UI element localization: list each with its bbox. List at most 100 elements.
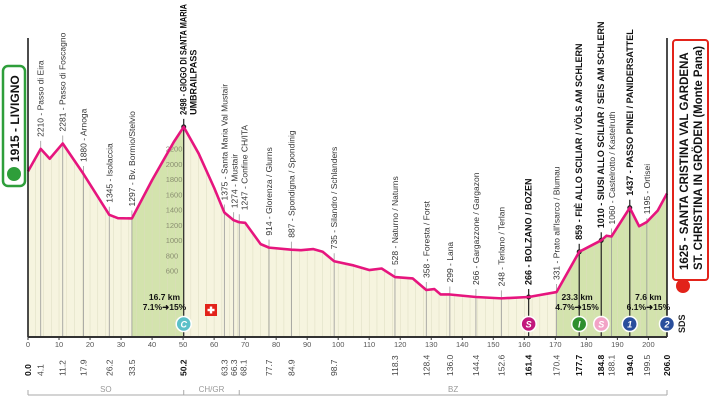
x-tick-label: 150 [487,340,500,349]
start-title: 1915 - LIVIGNO [8,75,22,162]
elevation-tick-label: 800 [166,251,179,260]
climb-info: 16.7 km7.1%➜15% 23.3 km4.7%➜15% 7.6 km6.1%… [143,292,671,312]
waypoint-label: 1297 - Bv. Bormio/Stelvio [127,111,137,207]
waypoint-label: 1345 - Isolaccia [104,143,114,203]
waypoint-label: 1247 - Confine CH/ITA [239,125,249,211]
x-tick-label: 90 [303,340,311,349]
start-icon [7,167,21,181]
x-tick-label: 110 [363,340,375,349]
climb-gradient: 6.1%➜15% [627,302,671,312]
waypoint-label: 1274 - Mustair [229,154,239,208]
badge-letter: I [578,320,581,330]
titles: 1915 - LIVIGNO 1625 - SANTA CRISTINA VAL … [1,39,709,293]
km-label: 84.9 [286,359,296,376]
gpm-badge-icon [658,315,676,333]
badge-letter: S [598,320,604,330]
climb-area [131,126,184,337]
gpm-badge-icon [621,315,639,333]
km-label: 4.1 [36,364,46,376]
waypoint-label: 2498 - GIOGO DI SANTA MARIA [179,4,189,115]
x-tick-label: 30 [117,340,125,349]
waypoint-label: 1437 - PASSO PINEI / PANIDERSATTEL [625,29,635,196]
x-tick-label: 70 [241,340,249,349]
km-label: 136.0 [445,354,455,376]
x-tick-label: 60 [210,340,218,349]
badge-letter: S [526,320,532,330]
x-tick-label: 170 [549,340,562,349]
km-axis: 0 10 20 30 40 50 60 70 80 90 100 110 120 130 140 150 160… [23,38,672,376]
region-label: CH/GR [199,385,225,394]
km-label: 161.4 [524,354,534,376]
badge-letter: C [180,320,187,330]
km-label: 144.4 [471,354,481,376]
elevation-tick-label: 2000 [166,160,183,169]
badge-letter: 2 [663,320,669,330]
sprint-badge-icon [520,315,537,333]
waypoint-label: 887 - Spondigna / Spondinig [286,130,296,238]
waypoint-label: 1195 - Ortisei [642,164,652,215]
km-label: 98.7 [329,359,339,376]
waypoint-label: 299 - Lana [445,242,455,283]
plain-area [28,126,667,337]
waypoint-label: 859 - FIÈ ALLO SCILIAR / VÖLS AM SCHLERN [574,43,584,239]
x-tick-label: 10 [55,340,63,349]
waypoint-label: 331 - Prato all'Isarco / Blumau [552,166,562,280]
waypoint-label: 266 - BOLZANO / BOZEN [524,178,534,285]
x-tick-label: 100 [332,340,345,349]
badge-letter: 1 [627,320,632,330]
km-label: 33.5 [127,359,137,376]
waypoint-label: 358 - Foresta / Forst [421,200,431,278]
km-label: 50.2 [179,359,189,376]
climb-length: 16.7 km [149,292,181,302]
km-label: 0.0 [23,364,33,376]
region-label: BZ [448,385,458,394]
x-tick-label: 190 [611,340,624,349]
start-title-box [1,64,27,188]
finish-title-line2: ST. CHRISTINA IN GRÖDEN (Monte Pana) [692,46,705,270]
climb-length: 23.3 km [561,292,593,302]
x-tick-label: 20 [86,340,94,349]
x-tick-label: 120 [394,340,407,349]
waypoint-label: UMBRAILPASS [189,50,199,115]
waypoint-label: 1375 - Santa Maria Val Mustair [219,84,229,201]
climb-gradient: 4.7%➜15% [555,302,599,312]
x-tick-label: 200 [642,340,655,349]
elevation-tick-label: 1200 [166,221,183,230]
sds-label: SDS [677,314,687,333]
km-label: 184.8 [596,354,606,376]
waypoint-label: 1010 - SIUSI ALLO SCILIAR / SEIS AM SCHL… [596,21,606,228]
elevation-tick-label: 2200 [166,145,183,154]
finish-icon [676,279,690,293]
waypoint-label: 1880 - Arnoga [79,108,89,162]
km-label: 194.0 [625,354,635,376]
gpm-badge-icon [175,315,192,333]
elevation-tick-label: 1800 [166,175,183,184]
km-label: 177.7 [574,354,584,376]
waypoint-label: 1060 - Castelrotto / Kastelruth [607,111,617,224]
elevation-tick-label: 1600 [166,190,183,199]
km-label: 199.5 [642,354,652,376]
x-tick-label: 80 [272,340,280,349]
km-label: 170.4 [552,354,562,376]
km-label: 152.6 [496,354,506,376]
km-label: 77.7 [264,359,274,376]
elevation-tick-label: 600 [166,267,179,276]
profile-line [26,125,669,300]
elevation-tick-label: 1400 [166,206,183,215]
km-label: 118.3 [390,355,400,376]
waypoint-label: 2210 - Passo di Eira [36,60,46,137]
sprint-badge-icon [592,315,610,333]
km-label: 26.2 [104,359,114,376]
waypoint-label: 2281 - Passo di Foscagno [58,32,68,131]
km-label: 63.3 [219,359,229,376]
km-label: 128.4 [421,354,431,376]
x-tick-label: 160 [518,340,531,349]
x-tick-label: 180 [580,340,593,349]
km-label: 66.3 [229,359,239,376]
waypoint-label: 914 - Glorenza / Glurns [264,147,274,235]
intermediate-badge-icon [570,315,588,333]
finish-title-line1: 1625 - SANTA CRISTINA VAL GARDENA [679,52,691,270]
km-label: 68.1 [238,359,248,376]
swiss-flag-cross [207,308,215,312]
